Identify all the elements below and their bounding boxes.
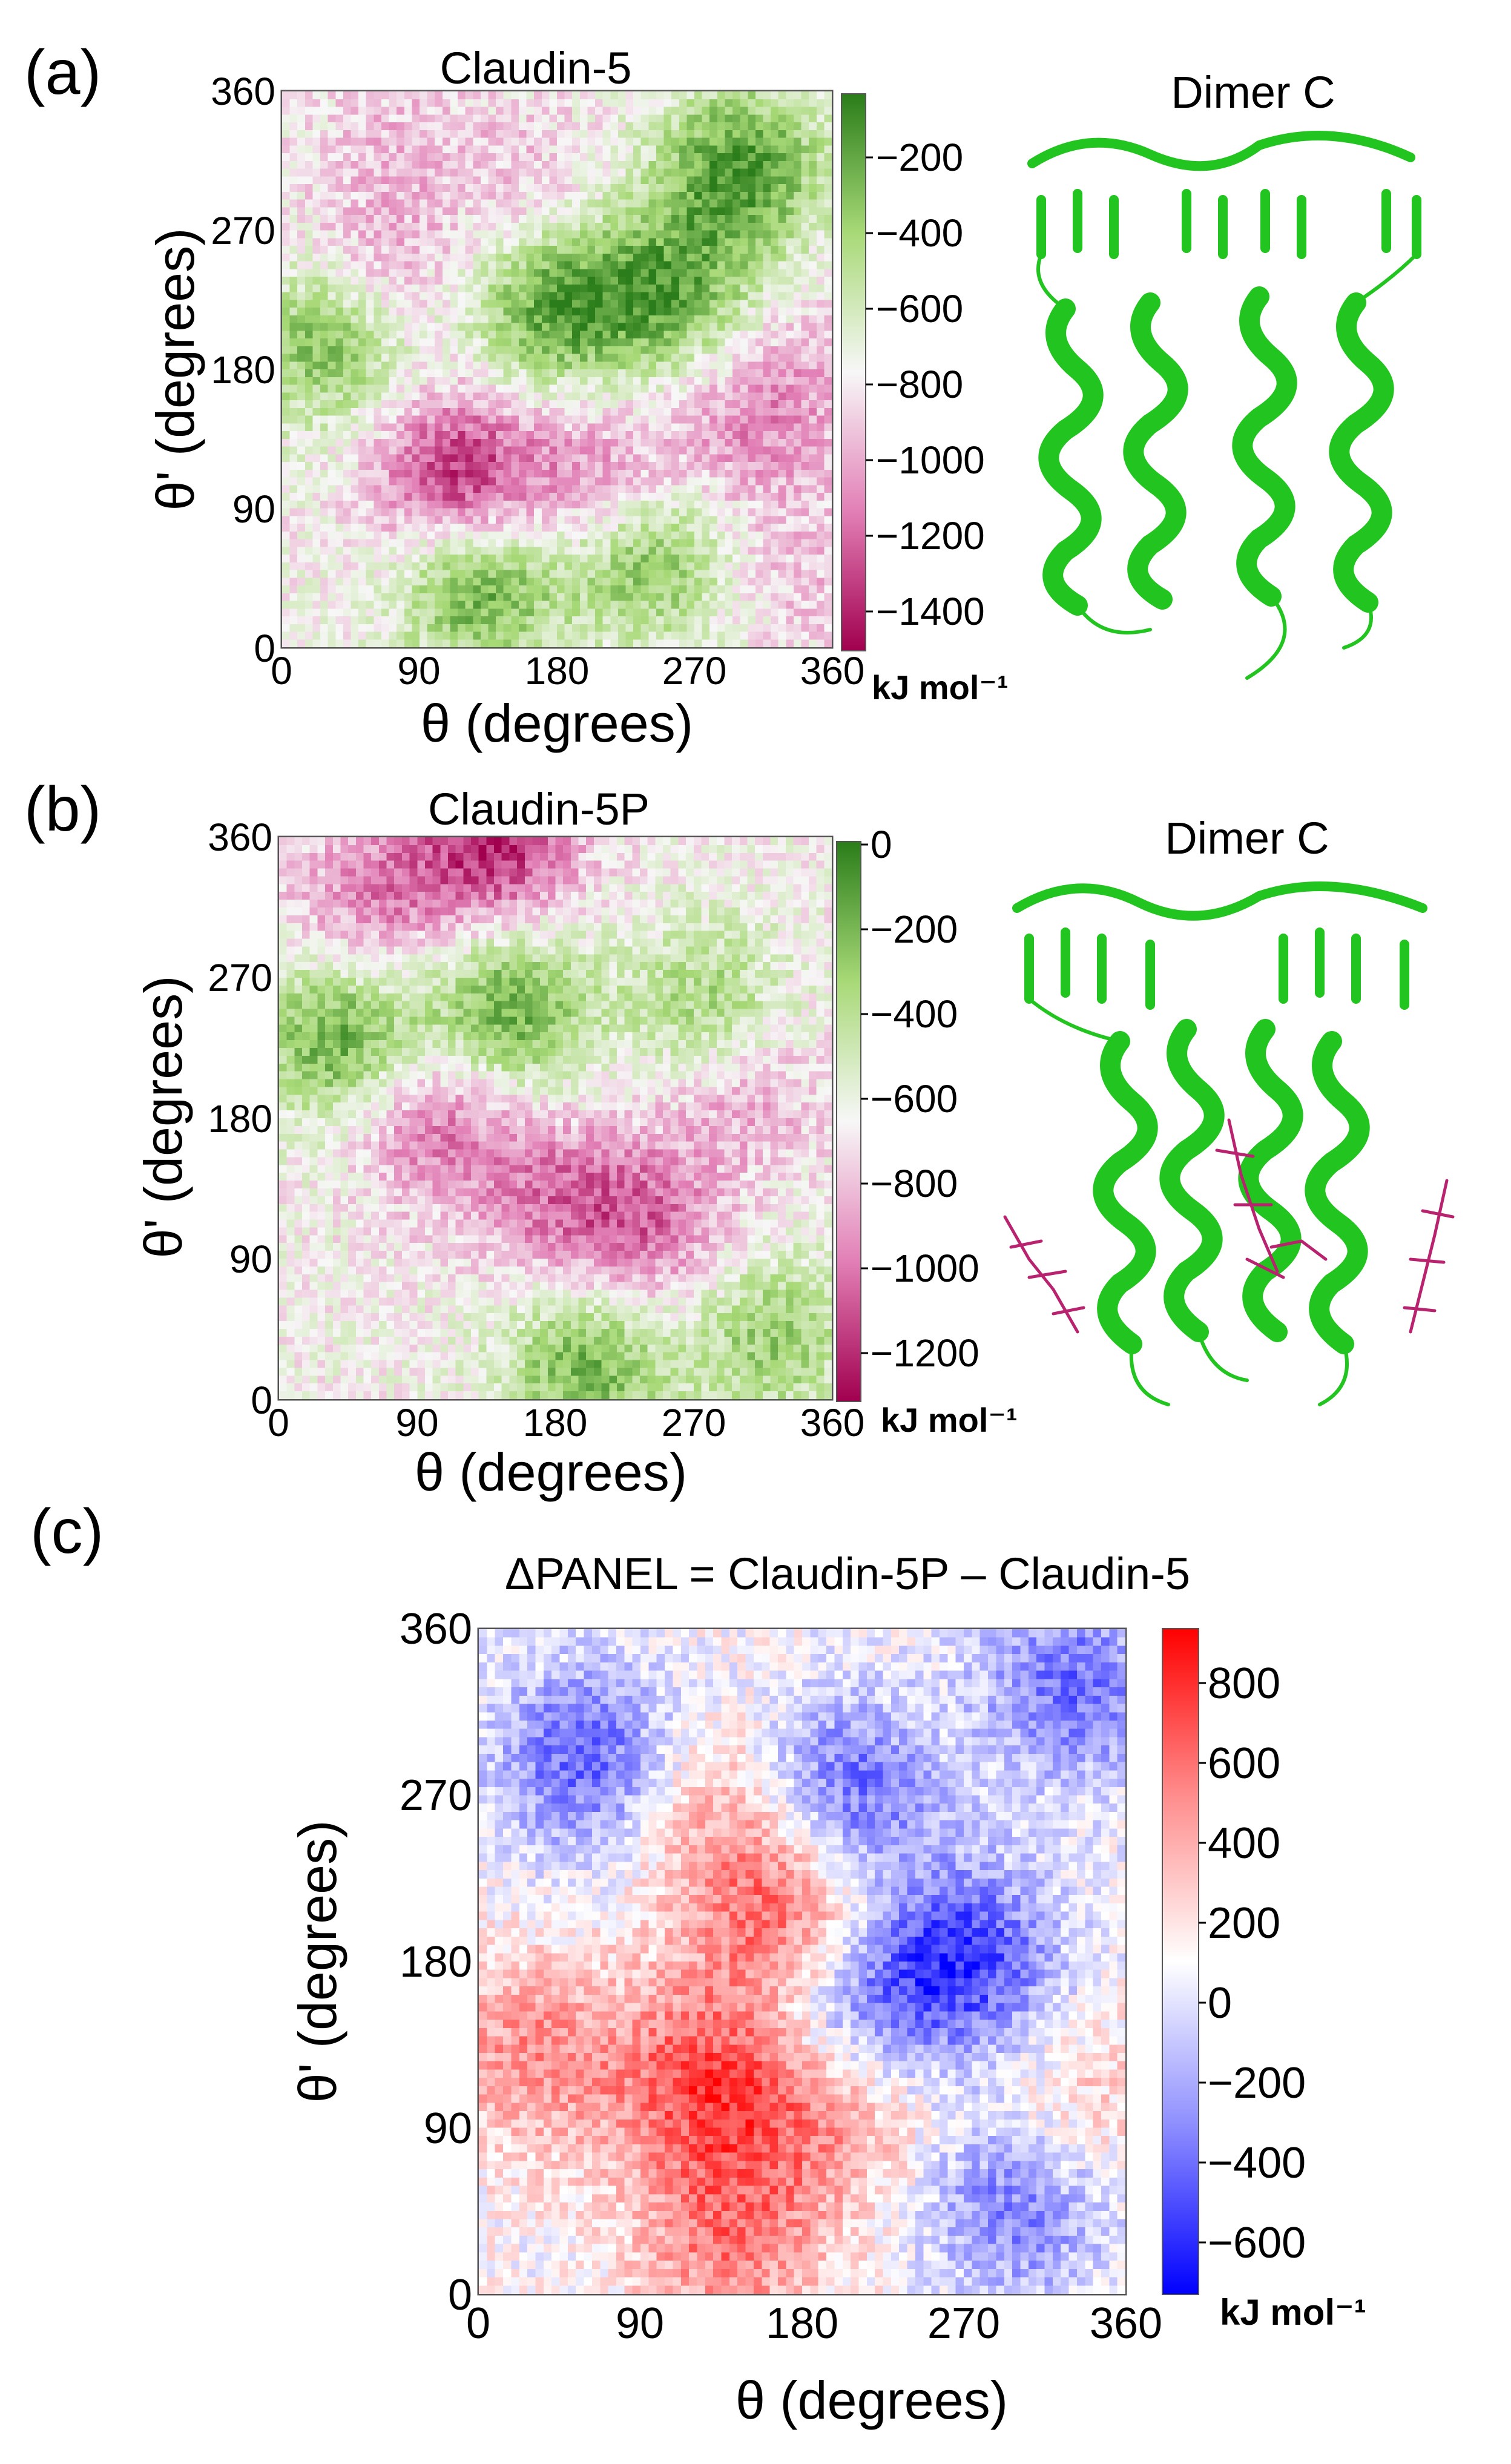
panel-b-heatmap: [279, 837, 832, 1399]
panel-a-title: Claudin-5: [440, 43, 632, 93]
x-tick-90: 90: [397, 649, 440, 693]
x-tick-360: 360: [1090, 2299, 1162, 2348]
y-tick-0: 0: [251, 1379, 272, 1422]
x-tick-0: 0: [271, 649, 292, 693]
panel-b-xticks: 0 90 180 270 360: [268, 1401, 864, 1444]
y-tick-180: 180: [211, 348, 275, 392]
y-tick-360: 360: [400, 1605, 472, 1653]
panel-a-colorbar-unit: kJ mol⁻¹: [872, 668, 1009, 707]
panel-c-plot-frame: [477, 1627, 1127, 2296]
panel-a-label: (a): [24, 38, 101, 108]
panel-a-xticks: 0 90 180 270 360: [271, 649, 864, 693]
y-tick-270: 270: [211, 209, 275, 252]
y-tick-90: 90: [229, 1237, 272, 1281]
panel-c-colorbar-unit: kJ mol⁻¹: [1220, 2292, 1366, 2333]
x-tick-270: 270: [662, 1401, 726, 1444]
cbar-b-tick-4: −800: [871, 1162, 958, 1205]
panel-c-xticks: 0 90 180 270 360: [466, 2299, 1162, 2348]
y-tick-360: 360: [211, 70, 275, 113]
x-tick-90: 90: [395, 1401, 438, 1444]
panel-b-structure-title: Dimer C: [1165, 813, 1329, 863]
panel-b-ylabel: θ' (degrees): [133, 976, 193, 1259]
panel-b-protein-structure: [1003, 881, 1455, 1406]
y-tick-180: 180: [400, 1938, 472, 1986]
cbar-c-tick-6: −400: [1208, 2139, 1306, 2187]
cbar-c-tick-1: 600: [1208, 1739, 1280, 1788]
panel-c-colorbar: [1162, 1628, 1199, 2295]
cbar-b-tick-3: −600: [871, 1077, 958, 1121]
y-tick-90: 90: [232, 487, 275, 531]
x-tick-180: 180: [523, 1401, 588, 1444]
y-tick-270: 270: [400, 1771, 472, 1820]
panel-a-xlabel: θ (degrees): [421, 693, 693, 753]
cbar-a-tick-1: −400: [876, 211, 963, 255]
x-tick-270: 270: [927, 2299, 1000, 2348]
cbar-a-tick-0: −200: [876, 136, 963, 179]
panel-c-label: (c): [30, 1497, 104, 1567]
cbar-c-tick-4: 0: [1208, 1979, 1232, 2028]
x-tick-180: 180: [525, 649, 590, 693]
panel-b-plot-frame: [277, 835, 834, 1401]
y-tick-360: 360: [208, 815, 272, 859]
panel-a-yticks: 360 270 180 90 0: [211, 70, 275, 670]
x-tick-270: 270: [662, 649, 727, 693]
cbar-a-tick-4: −1000: [876, 438, 985, 482]
cbar-a-tick-3: −800: [876, 363, 963, 406]
panel-a-heatmap: [282, 91, 832, 647]
y-tick-0: 0: [254, 627, 275, 670]
panel-b-colorbar-unit: kJ mol⁻¹: [881, 1401, 1018, 1439]
panel-c-yticks: 360 270 180 90 0: [400, 1605, 472, 2319]
cbar-c-tick-3: 200: [1208, 1899, 1280, 1948]
x-tick-0: 0: [268, 1401, 289, 1444]
panel-b-label: (b): [24, 774, 101, 845]
y-tick-90: 90: [424, 2104, 472, 2153]
panel-a-colorbar: [841, 93, 866, 651]
panel-c-heatmap: [479, 1629, 1125, 2294]
panel-a-structure-title: Dimer C: [1171, 67, 1335, 117]
cbar-b-tick-1: −200: [871, 908, 958, 951]
panel-a-plot-frame: [280, 90, 834, 649]
panel-c-colorbar-ticks: 800 600 400 200 0 −200 −400 −600: [1199, 1659, 1306, 2267]
cbar-a-tick-5: −1200: [876, 514, 985, 558]
cbar-b-tick-0: 0: [871, 823, 892, 866]
panel-b-yticks: 360 270 180 90 0: [208, 815, 272, 1422]
x-tick-180: 180: [766, 2299, 838, 2348]
panel-b-colorbar-ticks: 0 −200 −400 −600 −800 −1000 −1200: [861, 823, 979, 1375]
y-tick-270: 270: [208, 956, 272, 1000]
cbar-a-tick-6: −1400: [876, 590, 985, 633]
cbar-c-tick-7: −600: [1208, 2219, 1306, 2267]
panel-c-title: ΔPANEL = Claudin-5P – Claudin-5: [505, 1549, 1190, 1599]
x-tick-0: 0: [466, 2299, 490, 2348]
cbar-c-tick-5: −200: [1208, 2059, 1306, 2107]
y-tick-0: 0: [448, 2271, 472, 2319]
panel-a-protein-structure: [1027, 131, 1421, 680]
panel-c-ylabel: θ' (degrees): [288, 1820, 347, 2103]
cbar-a-tick-2: −600: [876, 287, 963, 331]
x-tick-360: 360: [800, 649, 865, 693]
panel-c-xlabel: θ (degrees): [736, 2370, 1008, 2430]
panel-a-ylabel: θ' (degrees): [145, 228, 205, 511]
cbar-b-tick-6: −1200: [871, 1331, 979, 1375]
panel-b-xlabel: θ (degrees): [415, 1442, 687, 1502]
cbar-c-tick-0: 800: [1208, 1659, 1280, 1708]
x-tick-90: 90: [616, 2299, 664, 2348]
cbar-b-tick-2: −400: [871, 992, 958, 1036]
x-tick-360: 360: [800, 1401, 865, 1444]
panel-a-colorbar-ticks: −200 −400 −600 −800 −1000 −1200 −1400: [866, 136, 985, 633]
cbar-b-tick-5: −1000: [871, 1247, 979, 1290]
panel-b-title: Claudin-5P: [428, 784, 650, 834]
cbar-c-tick-2: 400: [1208, 1819, 1280, 1868]
y-tick-180: 180: [208, 1097, 272, 1141]
panel-a: (a) Claudin-5 360 270 180 90 0 0 90 180 …: [24, 38, 1421, 753]
panel-b-colorbar: [836, 841, 861, 1402]
